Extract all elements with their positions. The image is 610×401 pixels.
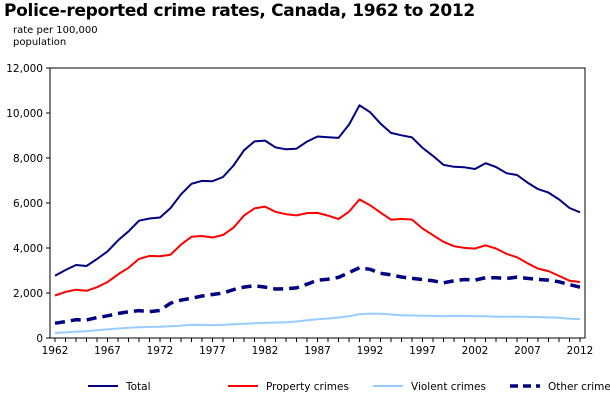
x-tick-label: 1982: [252, 345, 279, 357]
x-tick-label: 1987: [304, 345, 331, 357]
x-tick-label: 1972: [147, 345, 174, 357]
y-tick-label: 12,000: [6, 63, 43, 75]
y-tick-label: 0: [36, 333, 43, 345]
y-tick-label: 4,000: [13, 243, 43, 255]
y-axis-label-line1: rate per 100,000: [13, 25, 98, 36]
chart-title: Police-reported crime rates, Canada, 196…: [4, 1, 475, 21]
y-axis-label-line2: population: [13, 37, 67, 48]
x-tick-label: 2002: [462, 345, 489, 357]
series-line-other-crimes: [54, 265, 581, 325]
y-tick-label: 8,000: [13, 153, 43, 165]
x-tick-label: 2007: [514, 345, 541, 357]
x-tick-label: 1992: [357, 345, 384, 357]
y-tick-label: 10,000: [6, 108, 43, 120]
series-line-violent-crimes: [54, 312, 581, 334]
plot-frame: [49, 67, 586, 339]
x-tick-label: 1962: [42, 345, 69, 357]
series-line-property-crimes: [54, 198, 581, 297]
x-tick-label: 2012: [567, 345, 594, 357]
x-tick-label: 1977: [199, 345, 226, 357]
legend-label: Total: [125, 381, 151, 393]
legend-label: Other crimes: [548, 381, 610, 393]
y-tick-label: 6,000: [13, 198, 43, 210]
y-tick-label: 2,000: [13, 288, 43, 300]
x-tick-label: 1967: [94, 345, 121, 357]
x-tick-label: 1997: [409, 345, 436, 357]
legend-label: Violent crimes: [411, 381, 486, 393]
legend-label: Property crimes: [266, 381, 349, 393]
series-line-total: [54, 104, 581, 277]
